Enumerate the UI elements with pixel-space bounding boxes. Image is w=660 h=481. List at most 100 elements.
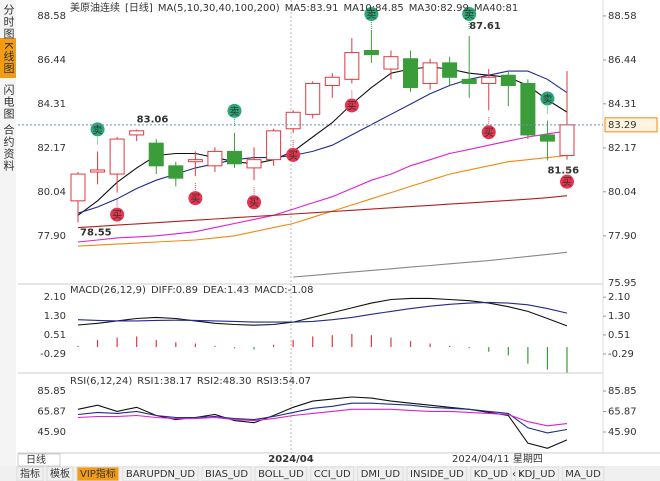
signal-marker	[247, 195, 262, 210]
signal-label: 卖	[366, 9, 376, 21]
y-tick-label-left: -0.29	[40, 349, 66, 360]
y-tick-label: 0.51	[608, 330, 630, 341]
y-tick-label: 1.30	[608, 311, 630, 322]
tab[interactable]: MA_UD	[565, 469, 601, 480]
candle-body	[148, 142, 164, 167]
sidebar-active-bg	[0, 38, 16, 78]
y-tick-label: -0.29	[608, 349, 634, 360]
signal-label: 买	[347, 100, 357, 112]
extreme-label: 81.56	[547, 165, 579, 176]
legend-item: MA30:82.99	[409, 3, 469, 14]
y-tick-label-left: 82.17	[37, 143, 66, 154]
tab[interactable]: BOLL_UD	[258, 469, 304, 480]
signal-label: 买	[190, 193, 200, 205]
tab[interactable]: 指标	[20, 467, 40, 480]
tab[interactable]: BARUPDN_UD	[126, 469, 195, 480]
period-box[interactable]	[17, 453, 61, 467]
tab-bg[interactable]	[76, 466, 120, 481]
sidebar-tab[interactable]: 分时图	[2, 4, 15, 40]
tab[interactable]: KDJ_UD	[518, 469, 556, 480]
candle-body	[559, 124, 575, 157]
tab[interactable]: BIAS_UD	[205, 469, 248, 480]
signal-label: 卖	[542, 94, 552, 106]
signal-marker	[110, 207, 125, 222]
signal-marker	[344, 98, 359, 113]
extreme-label: 83.06	[137, 115, 169, 126]
signal-label: 卖	[229, 106, 239, 118]
signal-label: 买	[484, 127, 494, 139]
sidebar-tab[interactable]: 合约资料	[2, 123, 15, 172]
tab-bg[interactable]	[310, 466, 355, 481]
legend-item: MACD(26,12,9)	[70, 285, 146, 296]
tab-bg[interactable]	[122, 466, 199, 481]
y-tick-label-left: 2.10	[44, 292, 66, 303]
sidebar-tab[interactable]: 闪电图	[2, 83, 15, 120]
candle-body	[539, 134, 555, 142]
tab[interactable]: CCI_UD	[314, 469, 351, 480]
signal-marker	[188, 191, 203, 206]
legend-item: RSI(6,12,24)	[70, 376, 132, 387]
extreme-label: 78.55	[80, 227, 112, 238]
sidebar-bg	[0, 0, 16, 481]
tab[interactable]: VIP指标	[80, 467, 116, 480]
candle-body	[109, 138, 125, 175]
candle-body	[305, 82, 321, 115]
tab-bg[interactable]	[357, 466, 404, 481]
indicator-line	[293, 251, 568, 278]
candle-body	[383, 56, 399, 70]
signal-marker	[286, 147, 301, 162]
tab[interactable]: 模板	[50, 467, 70, 480]
signal-marker	[364, 7, 379, 21]
tab[interactable]: INSIDE_UD	[410, 469, 464, 480]
y-tick-label: 77.90	[608, 231, 637, 242]
indicator-line	[77, 195, 568, 229]
candle-body	[324, 76, 340, 87]
tab-bg[interactable]	[406, 466, 468, 481]
tab-scroll[interactable]: ‹ ›	[512, 469, 523, 480]
tab-bg[interactable]	[254, 466, 308, 481]
legend-item: MA40:81	[474, 3, 518, 14]
indicator-line	[77, 396, 568, 449]
candle-body	[226, 150, 242, 165]
tab-bg[interactable]	[16, 466, 44, 481]
y-tick-label-left: 0.51	[44, 330, 66, 341]
candle-body	[285, 111, 301, 130]
legend-item: 美原油连续	[70, 1, 120, 14]
tab-bg[interactable]	[46, 466, 74, 481]
signal-label: 卖	[464, 9, 474, 21]
y-tick-label-left: 88.58	[37, 11, 66, 22]
candle-body	[90, 169, 106, 173]
current-price-box	[604, 117, 658, 133]
y-tick-label: 80.04	[608, 187, 637, 198]
candle-body	[207, 150, 223, 167]
tab-bg[interactable]	[201, 466, 252, 481]
y-tick-label-left: 45.90	[37, 427, 66, 438]
candle-body	[481, 76, 497, 84]
candle-body	[403, 58, 419, 89]
current-price-label: 83.29	[608, 120, 637, 131]
sidebar-tab[interactable]: K线图	[2, 42, 15, 74]
y-tick-label-left: 65.87	[37, 407, 66, 418]
legend-item: MACD:-1.08	[254, 285, 313, 296]
period-selector[interactable]: 日线	[26, 453, 46, 466]
tab[interactable]: KD_UD	[474, 469, 509, 480]
signal-marker	[90, 122, 105, 137]
y-tick-label: 85.85	[608, 386, 637, 397]
tab-bg[interactable]	[514, 466, 559, 481]
candle-body	[168, 165, 184, 179]
indicator-line	[77, 301, 568, 323]
tab-bg[interactable]	[561, 466, 605, 481]
indicator-line	[77, 130, 568, 243]
legend-item: RSI1:38.17	[137, 376, 192, 387]
tab-bg[interactable]	[470, 466, 512, 481]
indicator-line	[77, 70, 568, 214]
signal-label: 买	[112, 210, 122, 222]
candle-body	[187, 159, 203, 163]
legend-item: [日线]	[125, 1, 153, 14]
candle-body	[442, 62, 458, 78]
tab[interactable]: DMI_UD	[361, 469, 401, 480]
candle-body	[70, 173, 86, 202]
legend-item: RSI2:48.30	[197, 376, 252, 387]
y-tick-label: 88.58	[608, 11, 637, 22]
